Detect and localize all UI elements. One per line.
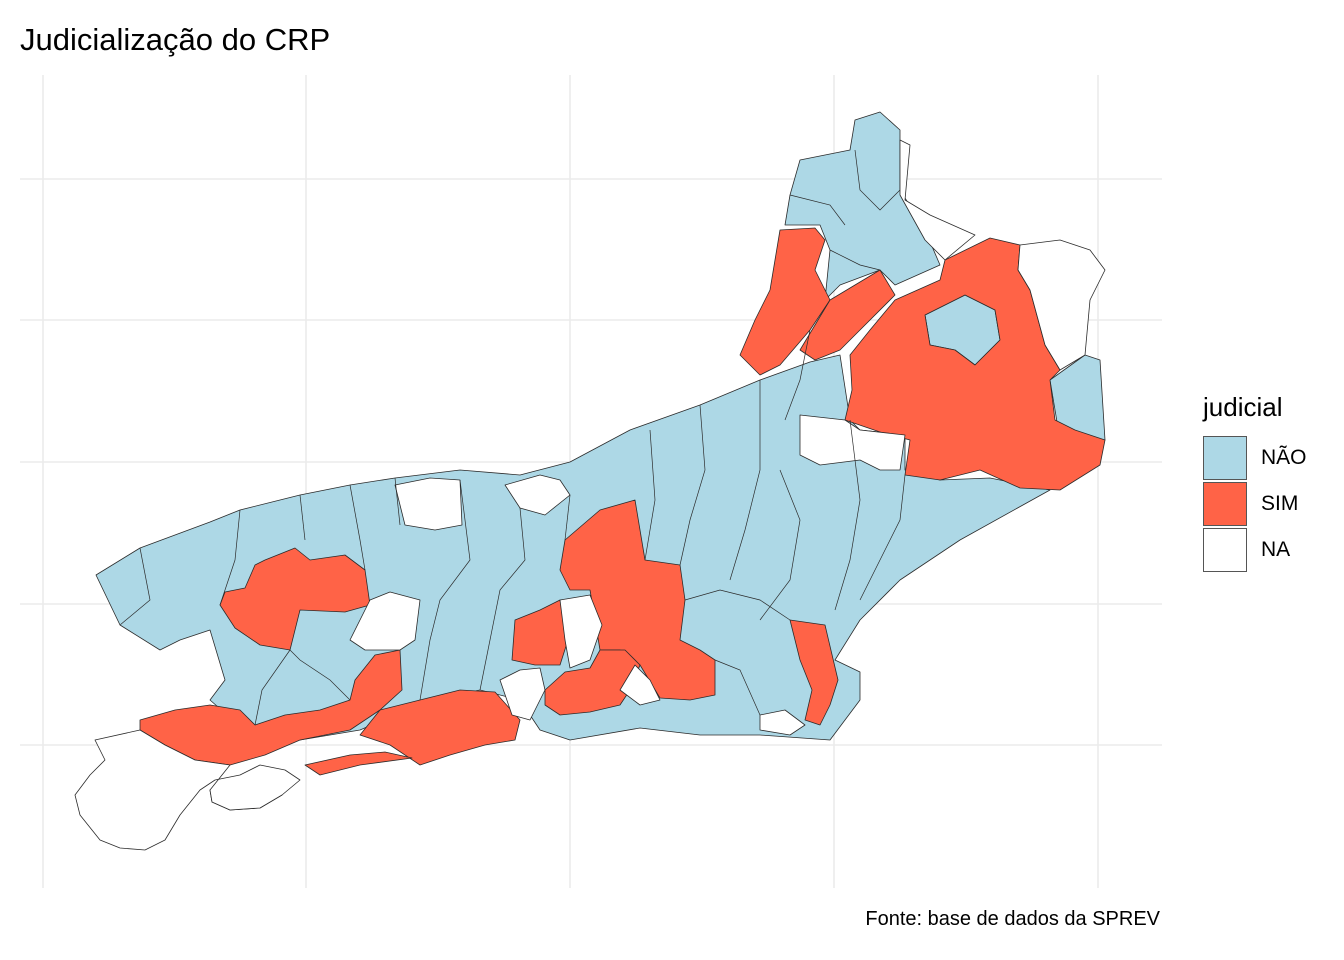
region-red-west[interactable] (219, 547, 371, 651)
region-na-coastal-east[interactable] (759, 709, 806, 736)
municipal-borders (119, 149, 906, 726)
region-na-small-mid[interactable] (619, 664, 661, 706)
region-na-baia[interactable] (499, 667, 546, 721)
source-caption: Fonte: base de dados da SPREV (865, 908, 1160, 930)
region-red-east-coast[interactable] (789, 619, 839, 726)
region-red-north-mid[interactable] (799, 269, 896, 361)
legend-label-nao: NÃO (1261, 446, 1307, 469)
legend-swatch-na (1203, 528, 1247, 572)
legend-item-nao: NÃO (1203, 435, 1307, 481)
region-red-center-west[interactable] (511, 599, 569, 666)
region-blue-north[interactable] (784, 111, 941, 301)
legend-label-sim: SIM (1261, 492, 1299, 515)
region-na-north[interactable] (899, 139, 976, 261)
legend-swatch-sim (1203, 482, 1247, 526)
legend-item-na: NA (1203, 527, 1307, 573)
region-na-center-north[interactable] (394, 477, 463, 531)
region-red-sandbar[interactable] (304, 751, 413, 776)
region-red-north-strip[interactable] (739, 227, 831, 376)
region-red-center[interactable] (559, 499, 716, 701)
legend-swatch-nao (1203, 436, 1247, 480)
legend: judicial NÃO SIM NA (1203, 392, 1307, 573)
region-na-southwest[interactable] (74, 729, 301, 851)
legend-title: judicial (1203, 392, 1283, 422)
region-na-northeast[interactable] (1017, 239, 1106, 371)
region-na-small-center[interactable] (349, 591, 421, 651)
map-title: Judicialização do CRP (20, 22, 331, 57)
region-red-coast-south[interactable] (359, 689, 521, 766)
region-na-lake[interactable] (559, 594, 603, 669)
state-map (74, 111, 1106, 851)
legend-item-sim: SIM (1203, 481, 1307, 527)
legend-label-na: NA (1261, 538, 1291, 561)
